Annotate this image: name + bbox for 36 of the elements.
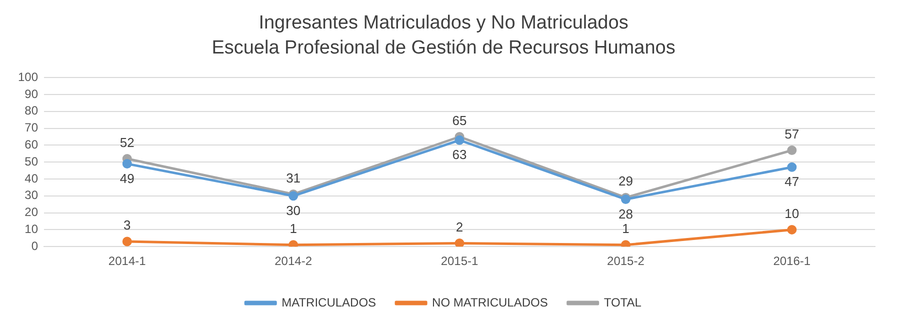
x-tick-label: 2014-1 — [108, 254, 146, 268]
x-tick-label: 2014-2 — [274, 254, 312, 268]
data-label: 31 — [286, 170, 301, 186]
y-tick-label: 0 — [31, 238, 38, 253]
data-label: 49 — [120, 170, 134, 186]
x-tick-label: 2015-1 — [440, 254, 479, 268]
y-tick-label: 50 — [24, 154, 38, 168]
data-label: 63 — [452, 147, 467, 162]
y-tick-label: 80 — [24, 104, 38, 118]
data-label: 47 — [784, 174, 800, 190]
data-label: 52 — [120, 134, 134, 150]
chart-subtitle: Escuela Profesional de Gestión de Recursos Humanos — [212, 37, 676, 58]
x-tick-label: 2016-1 — [773, 254, 811, 268]
data-label: 3 — [124, 218, 131, 233]
legend-label: TOTAL — [604, 295, 642, 310]
data-label: 10 — [784, 206, 800, 221]
y-tick-label: 10 — [24, 222, 38, 236]
x-tick-label: 2015-2 — [607, 254, 645, 268]
data-label: 65 — [452, 112, 467, 128]
data-label: 57 — [784, 126, 800, 142]
legend-label: MATRICULADOS — [282, 295, 376, 310]
y-tick-label: 70 — [24, 120, 38, 135]
y-tick-label: 60 — [24, 138, 38, 152]
y-tick-label: 40 — [24, 171, 38, 186]
data-label: 30 — [286, 202, 301, 218]
data-label: 29 — [618, 174, 633, 189]
legend-label: NO MATRICULADOS — [432, 295, 548, 310]
data-label: 1 — [622, 220, 630, 236]
chart-title: Ingresantes Matriculados y No Matriculados — [258, 12, 628, 34]
y-tick-label: 90 — [24, 86, 38, 101]
data-label: 2 — [456, 219, 464, 234]
y-tick-label: 100 — [18, 70, 38, 84]
data-label: 28 — [618, 206, 633, 222]
y-tick-label: 30 — [24, 188, 38, 202]
y-tick-label: 20 — [24, 205, 38, 220]
data-label: 1 — [290, 220, 297, 236]
